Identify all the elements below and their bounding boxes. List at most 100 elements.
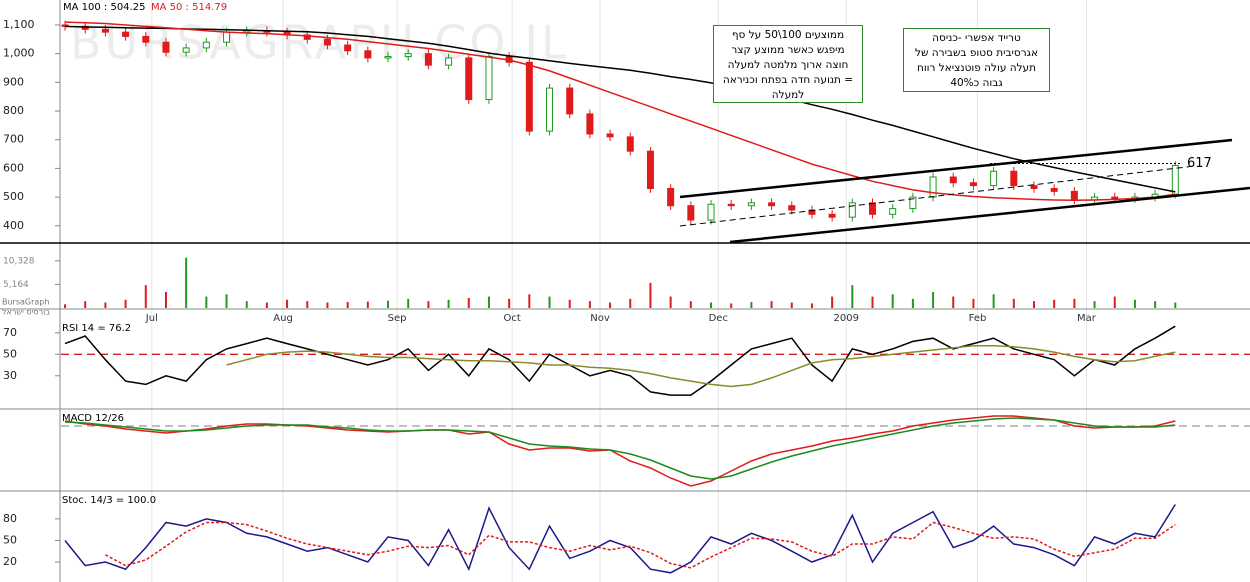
candle-body [162, 41, 170, 53]
candle-body [869, 202, 877, 215]
x-tick-label: Sep [388, 313, 407, 324]
candle-body [344, 44, 352, 52]
volume-bar [1154, 301, 1157, 308]
candle-body [848, 202, 856, 218]
volume-bar [750, 302, 753, 308]
volume-bar [407, 298, 410, 308]
annotation-box: טרייד אפשרי -כניסה אגרסיבית סטופ בשבירה … [903, 28, 1050, 92]
x-tick-label: Nov [590, 313, 610, 324]
volume-bar [185, 257, 188, 308]
volume-bar [64, 304, 67, 308]
x-tick-label: Dec [709, 313, 728, 324]
candle-body [465, 57, 473, 101]
volume-bar [770, 301, 773, 308]
volume-bar [649, 282, 652, 308]
candle-body [969, 182, 977, 187]
candle-body [445, 57, 453, 66]
candle-body [1050, 187, 1058, 192]
annotation-line: תעלה עולה פוטנציאל רווח [916, 62, 1037, 74]
volume-bar [306, 301, 309, 308]
volume-bar [669, 296, 672, 308]
candle-body [101, 28, 109, 33]
volume-bar [245, 301, 248, 308]
annotation-box: ממוצעים 100\50 על סף מיפגש כאשר ממוצע קצ… [713, 25, 863, 103]
volume-bar [992, 294, 995, 308]
volume-bar [730, 303, 733, 308]
volume-bar [548, 296, 551, 308]
volume-bar [871, 296, 874, 308]
volume-bar [225, 294, 228, 308]
annotation-line: מיפגש כאשר ממוצע קצר [731, 44, 845, 56]
y-tick-label: 10,328 [3, 256, 35, 266]
candle-body [747, 202, 755, 207]
candle-body [889, 208, 897, 215]
candle-body [646, 150, 654, 189]
volume-bar [528, 294, 531, 308]
annotation-line: = תנועה חדה בפתח וכניראה [722, 74, 854, 86]
volume-bar [689, 301, 692, 308]
volume-bar [1073, 298, 1076, 308]
y-tick-label: 700 [3, 133, 24, 146]
channel-lower [729, 186, 1250, 244]
volume-bar [1133, 299, 1136, 308]
annotation-line: טרייד אפשרי -כניסה [932, 32, 1021, 44]
volume-bar [144, 285, 147, 308]
volume-bar [891, 294, 894, 308]
price-marker-label: 617 [1187, 156, 1212, 171]
y-tick-label: 5,164 [3, 280, 29, 290]
series-line [64, 21, 1176, 202]
candle-body [566, 87, 574, 115]
y-tick-label: 30 [3, 369, 17, 382]
candle-body [485, 56, 493, 101]
volume-bar [932, 292, 935, 308]
x-tick-label: Aug [273, 313, 293, 324]
annotation-line: ממוצעים 100\50 על סף [731, 29, 845, 41]
candle-body [808, 209, 816, 215]
x-tick-label: Feb [969, 313, 987, 324]
candle-body [687, 205, 695, 221]
panel-title: RSI 14 = 76.2 [62, 323, 131, 334]
annotation-line: גבוה כ40% [950, 77, 1003, 89]
y-tick-label: 600 [3, 161, 24, 174]
volume-bar [609, 302, 612, 308]
candle-body [606, 133, 614, 138]
series-line [64, 415, 1176, 487]
x-tick-label: Jul [145, 313, 158, 324]
x-tick-label: 2009 [834, 313, 859, 324]
candle-body [384, 56, 392, 59]
candle-body [1010, 170, 1018, 187]
candle-body [122, 31, 130, 37]
volume-bar [447, 299, 450, 308]
y-tick-label: 400 [3, 219, 24, 232]
series-line [64, 417, 1176, 480]
series-line [64, 325, 1176, 396]
channel-drawing [679, 138, 1250, 244]
candle-body [223, 31, 231, 43]
volume-bar [831, 296, 834, 308]
volume-bar [467, 297, 470, 308]
volume-bar [588, 301, 591, 308]
candle-body [1030, 185, 1038, 189]
candle-body [788, 205, 796, 211]
volume-bar [911, 298, 914, 308]
candle-body [1171, 165, 1179, 195]
candle-body [990, 170, 998, 187]
candle-body [202, 41, 210, 49]
volume-bar [265, 302, 268, 308]
watermark: BURSAGRAPH.CO.IL [70, 16, 570, 70]
volume-bar [346, 302, 349, 308]
volume-bar [1093, 301, 1096, 308]
annotation-line: אגרסיבית סטופ בשבירה של [915, 47, 1038, 59]
candle-body [424, 53, 432, 66]
y-tick-label: 1,100 [3, 18, 35, 31]
y-tick-label: 1,000 [3, 47, 35, 60]
candle-body [323, 38, 331, 46]
candle-body [1111, 196, 1119, 200]
source-label: בורסיס ישראל [2, 308, 50, 317]
volume-bar [710, 302, 713, 308]
volume-bar [104, 302, 107, 308]
candle-body [828, 213, 836, 218]
volume-bar [508, 298, 511, 308]
candle-body [182, 47, 190, 53]
